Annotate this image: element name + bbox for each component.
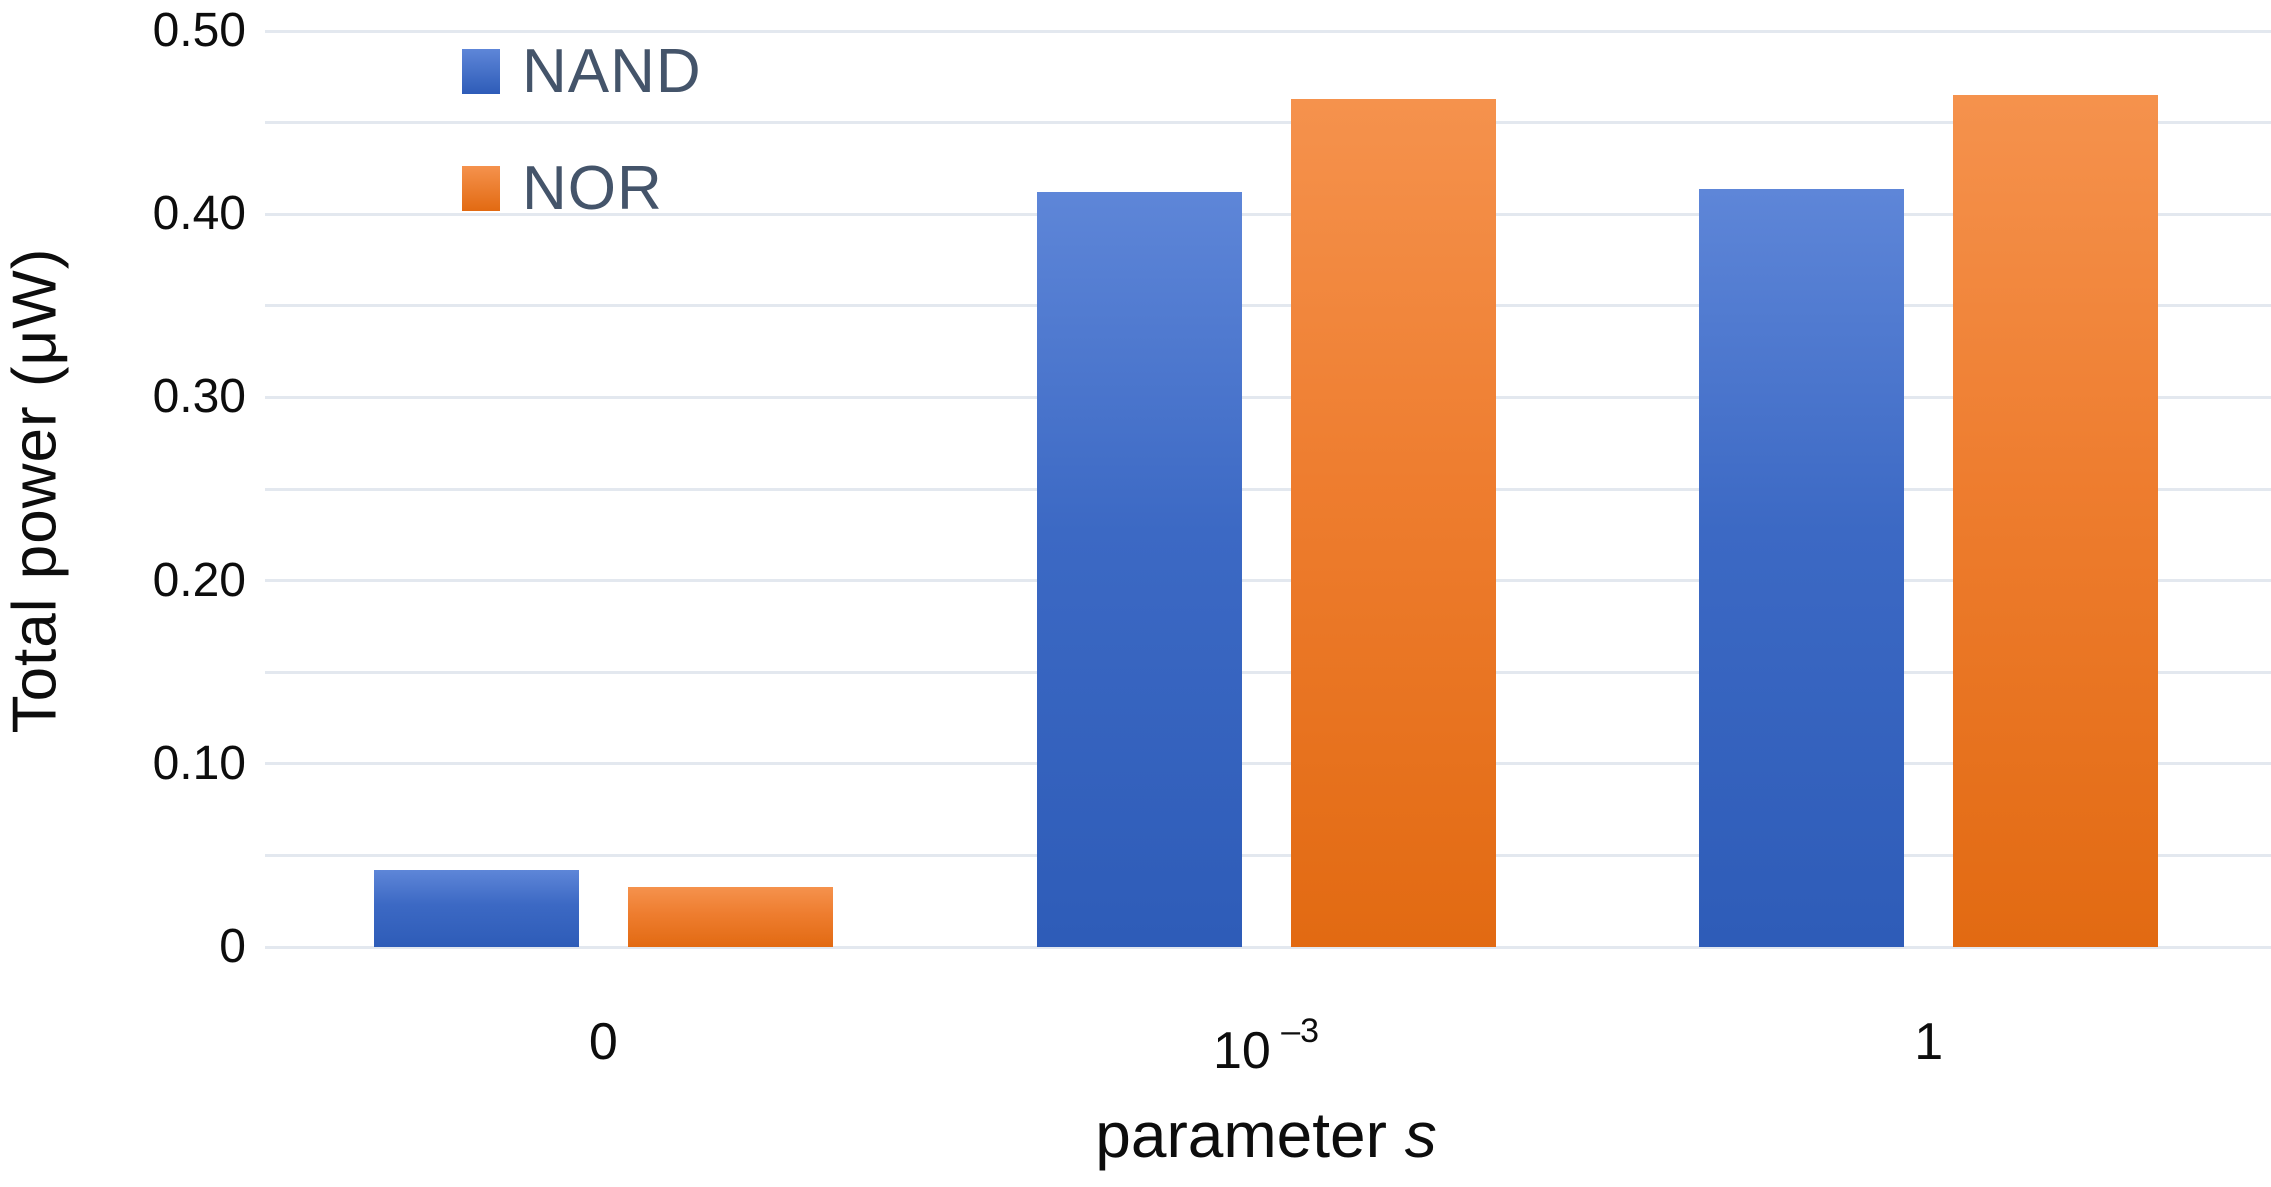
bar-nand-10⁻³ xyxy=(1036,192,1242,947)
y-tick-label: 0.10 xyxy=(152,736,246,790)
x-tick-label: 10 –3 xyxy=(1066,1012,1466,1081)
x-tick-exponent: –3 xyxy=(1281,1012,1320,1050)
bar-nor-1 xyxy=(1953,95,2159,947)
gridline xyxy=(265,579,2271,583)
gridline xyxy=(265,121,2271,125)
bar-nor-10⁻³ xyxy=(1290,99,1496,947)
x-axis-title: parameter s xyxy=(272,1098,2260,1172)
x-axis-title-variable: s xyxy=(1404,1099,1437,1171)
y-tick-label: 0.40 xyxy=(152,187,246,241)
gridline xyxy=(265,670,2271,674)
legend: NAND NOR xyxy=(462,36,702,270)
gridline xyxy=(265,487,2271,491)
x-tick-base: 10 xyxy=(1212,1022,1271,1080)
legend-label: NOR xyxy=(522,153,663,223)
x-tick-base: 1 xyxy=(1914,1013,1944,1071)
gridline xyxy=(265,304,2271,308)
y-axis-title: Total power (μW) xyxy=(0,247,70,734)
y-tick-label: 0.50 xyxy=(152,4,246,57)
bar-nand-0 xyxy=(373,870,579,947)
gridline xyxy=(265,945,2271,949)
y-tick-label: 0.30 xyxy=(152,370,246,424)
gridline xyxy=(265,762,2271,766)
bar-nor-0 xyxy=(627,887,833,947)
legend-swatch-nand xyxy=(462,48,500,94)
gridline xyxy=(265,853,2271,857)
x-tick-label: 1 xyxy=(1729,1012,2129,1072)
y-tick-label: 0.20 xyxy=(152,553,246,607)
gridline xyxy=(265,395,2271,399)
legend-label: NAND xyxy=(522,36,702,106)
x-tick-label: 0 xyxy=(403,1012,803,1072)
gridline xyxy=(265,29,2271,33)
plot-area xyxy=(265,29,2271,949)
gridline xyxy=(265,212,2271,216)
legend-item-nand: NAND xyxy=(462,36,702,106)
legend-item-nor: NOR xyxy=(462,153,702,223)
legend-swatch-nor xyxy=(462,165,500,211)
x-tick-base: 0 xyxy=(588,1013,618,1071)
bar-nand-1 xyxy=(1699,189,1905,947)
x-axis-title-text: parameter xyxy=(1095,1099,1387,1171)
y-tick-label: 0 xyxy=(219,920,246,973)
